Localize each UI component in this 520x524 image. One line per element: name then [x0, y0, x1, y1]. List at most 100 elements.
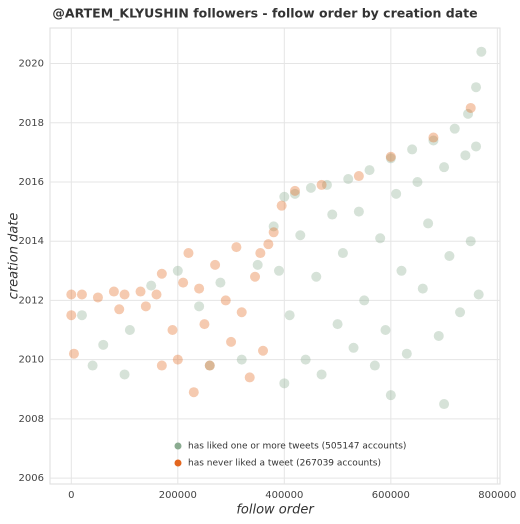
x-tick-label: 0	[68, 490, 74, 501]
point	[231, 242, 242, 253]
point	[236, 307, 247, 318]
x-tick-label: 400000	[265, 490, 303, 501]
point	[473, 289, 484, 300]
point	[199, 319, 210, 330]
point	[385, 390, 396, 401]
point	[124, 325, 135, 336]
point	[151, 289, 162, 300]
legend-label: has liked one or more tweets (505147 acc…	[188, 442, 406, 452]
point	[204, 360, 215, 371]
point	[449, 123, 460, 134]
point	[183, 248, 194, 259]
point	[433, 330, 444, 341]
point	[279, 191, 290, 202]
legend-marker	[174, 442, 182, 450]
point	[471, 141, 482, 152]
point	[68, 348, 79, 359]
point	[140, 301, 151, 312]
point	[220, 295, 231, 306]
point	[92, 292, 103, 303]
y-tick-label: 2014	[19, 236, 44, 247]
point	[167, 325, 178, 336]
point	[194, 301, 205, 312]
y-tick-label: 2016	[19, 177, 44, 188]
legend-label: has never liked a tweet (267039 accounts…	[188, 459, 381, 469]
point	[465, 102, 476, 113]
point	[385, 153, 396, 164]
y-tick-label: 2008	[19, 414, 44, 425]
plot-frame	[49, 27, 501, 485]
y-tick-label: 2020	[19, 59, 44, 70]
point	[210, 259, 221, 270]
point	[364, 165, 375, 176]
point	[380, 325, 391, 336]
point	[156, 360, 167, 371]
point	[194, 283, 205, 294]
point	[236, 354, 247, 365]
point	[316, 179, 327, 190]
point	[401, 348, 412, 359]
point	[412, 176, 423, 187]
x-axis-label: follow order	[236, 503, 315, 518]
y-tick-label: 2012	[19, 295, 44, 306]
point	[119, 289, 130, 300]
point	[444, 251, 455, 261]
point	[311, 271, 322, 282]
x-tick-label: 200000	[159, 490, 197, 501]
point	[321, 179, 332, 190]
point	[332, 319, 343, 330]
point	[284, 310, 295, 321]
point	[353, 171, 364, 182]
point	[255, 248, 266, 259]
point	[244, 372, 255, 383]
point	[135, 286, 146, 297]
y-axis-label: creation date	[7, 213, 22, 300]
y-tick-label: 2006	[19, 473, 44, 484]
point	[279, 378, 290, 389]
point	[156, 268, 167, 279]
x-tick-label: 600000	[372, 490, 410, 501]
point	[417, 283, 428, 294]
point	[353, 206, 364, 217]
point	[300, 354, 311, 365]
point	[327, 209, 338, 220]
point	[250, 271, 261, 282]
point	[172, 265, 183, 276]
point	[87, 360, 98, 371]
point	[460, 150, 471, 161]
point	[455, 307, 466, 318]
point	[465, 236, 476, 247]
point	[172, 354, 183, 365]
point	[463, 108, 474, 119]
point	[263, 239, 274, 250]
point	[273, 265, 284, 276]
point	[188, 387, 199, 398]
point	[276, 200, 287, 211]
point	[471, 82, 482, 93]
point	[289, 188, 300, 199]
point	[407, 144, 418, 155]
point	[343, 174, 354, 185]
x-tick-label: 800000	[478, 490, 516, 501]
point	[385, 151, 396, 162]
point	[268, 221, 279, 232]
point	[76, 310, 87, 321]
point	[375, 233, 386, 244]
point	[215, 277, 226, 288]
point	[119, 369, 130, 380]
point	[337, 248, 348, 259]
point	[204, 360, 215, 371]
point	[226, 336, 237, 347]
legend-marker	[174, 459, 182, 467]
point	[76, 289, 87, 300]
point	[295, 230, 306, 241]
point	[359, 295, 370, 306]
point	[114, 304, 125, 315]
chart-title: @ARTEM_KLYUSHIN followers - follow order…	[52, 6, 477, 22]
point	[252, 259, 263, 270]
point	[305, 182, 316, 193]
point	[178, 277, 189, 288]
point	[391, 188, 402, 199]
point	[258, 345, 269, 356]
